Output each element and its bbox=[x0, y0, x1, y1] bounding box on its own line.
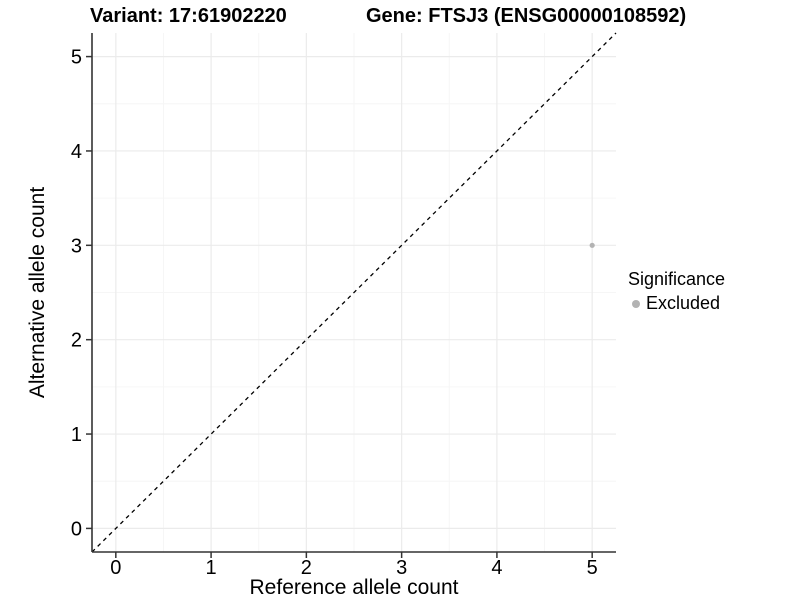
x-tick-label: 2 bbox=[301, 557, 312, 579]
legend: Significance Excluded bbox=[628, 269, 725, 314]
variant-title: Variant: 17:61902220 bbox=[90, 5, 287, 27]
y-tick-label: 1 bbox=[71, 424, 82, 446]
gene-title: Gene: FTSJ3 (ENSG00000108592) bbox=[366, 5, 687, 27]
x-tick-label: 5 bbox=[587, 557, 598, 579]
identity-dashed-line bbox=[91, 32, 617, 553]
y-tick-label: 2 bbox=[71, 330, 82, 352]
y-tick-label: 3 bbox=[71, 235, 82, 257]
x-tick-label: 3 bbox=[396, 557, 407, 579]
legend-item-label: Excluded bbox=[646, 293, 721, 313]
legend-title: Significance bbox=[628, 269, 726, 289]
x-axis-title: Reference allele count bbox=[250, 576, 459, 599]
y-axis-title: Alternative allele count bbox=[26, 187, 49, 398]
legend-item-excluded: Excluded bbox=[628, 293, 725, 314]
data-point bbox=[589, 242, 595, 248]
y-tick-label: 4 bbox=[71, 141, 82, 163]
y-tick-label: 0 bbox=[71, 518, 82, 540]
x-tick-label: 1 bbox=[206, 557, 217, 579]
y-tick-label: 5 bbox=[71, 47, 82, 69]
legend-point-swatch-icon bbox=[632, 299, 640, 308]
x-tick-label: 4 bbox=[491, 557, 502, 579]
x-tick-label: 0 bbox=[110, 557, 121, 579]
